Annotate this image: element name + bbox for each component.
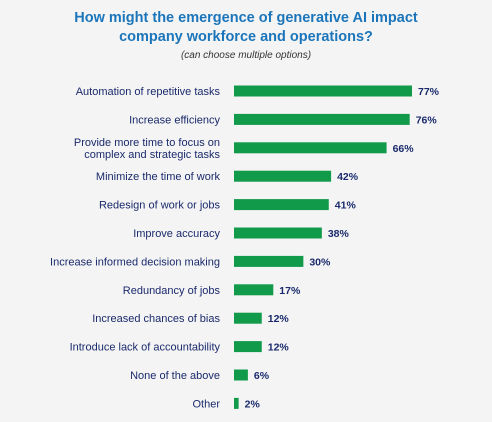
- category-label-4: Redesign of work or jobs: [99, 200, 221, 212]
- category-label-2-line-1: complex and strategic tasks: [84, 149, 220, 161]
- category-label-9-line-0: Introduce lack of accountability: [70, 342, 221, 354]
- category-label-5-line-0: Improve accuracy: [133, 228, 220, 240]
- value-label-6: 30%: [309, 256, 331, 268]
- value-label-0: 77%: [418, 86, 440, 98]
- bar-5: [234, 227, 322, 239]
- bar-8: [234, 312, 262, 324]
- value-label-9: 12%: [268, 342, 290, 354]
- bar-4: [234, 199, 329, 211]
- bar-11: [234, 397, 239, 409]
- bar-6: [234, 255, 304, 267]
- bar-7: [234, 284, 274, 296]
- category-label-1: Increase efficiency: [129, 114, 220, 126]
- category-label-0-line-0: Automation of repetitive tasks: [76, 86, 221, 98]
- value-label-7: 17%: [279, 285, 301, 297]
- category-label-2-line-0: Provide more time to focus on: [74, 137, 220, 149]
- category-label-10: None of the above: [130, 370, 220, 382]
- category-label-7-line-0: Redundancy of jobs: [123, 285, 221, 297]
- value-label-10: 6%: [254, 370, 270, 382]
- category-label-3-line-0: Minimize the time of work: [96, 171, 221, 183]
- category-label-11-line-0: Other: [192, 398, 220, 410]
- bar-10: [234, 369, 248, 381]
- bar-3: [234, 170, 332, 182]
- value-label-1: 76%: [416, 114, 438, 126]
- category-label-2: Provide more time to focus on complex and…: [74, 137, 221, 161]
- category-label-0: Automation of repetitive tasks: [76, 86, 221, 98]
- value-label-4: 41%: [335, 200, 357, 212]
- chart-title-line-1: How might the emergence of generative AI…: [74, 10, 418, 26]
- category-label-7: Redundancy of jobs: [123, 285, 221, 297]
- category-label-4-line-0: Redesign of work or jobs: [99, 200, 221, 212]
- bar-1: [234, 113, 410, 125]
- category-label-6-line-0: Increase informed decision making: [50, 256, 220, 268]
- category-label-10-line-0: None of the above: [130, 370, 220, 382]
- value-label-8: 12%: [268, 313, 290, 325]
- category-label-9: Introduce lack of accountability: [70, 342, 221, 354]
- bar-0: [234, 85, 412, 97]
- value-label-5: 38%: [328, 228, 350, 240]
- category-label-11: Other: [192, 398, 220, 410]
- category-label-8: Increased chances of bias: [92, 313, 220, 325]
- category-label-6: Increase informed decision making: [50, 256, 220, 268]
- value-label-11: 2%: [245, 398, 261, 410]
- chart-title-line-2: company workforce and operations?: [119, 29, 373, 45]
- category-label-5: Improve accuracy: [133, 228, 220, 240]
- category-label-8-line-0: Increased chances of bias: [92, 313, 220, 325]
- bar-9: [234, 341, 262, 353]
- category-label-3: Minimize the time of work: [96, 171, 221, 183]
- value-label-3: 42%: [337, 171, 359, 183]
- category-label-1-line-0: Increase efficiency: [129, 114, 220, 126]
- chart-subtitle: (can choose multiple options): [180, 50, 312, 61]
- value-label-2: 66%: [393, 143, 415, 155]
- bar-2: [234, 142, 387, 154]
